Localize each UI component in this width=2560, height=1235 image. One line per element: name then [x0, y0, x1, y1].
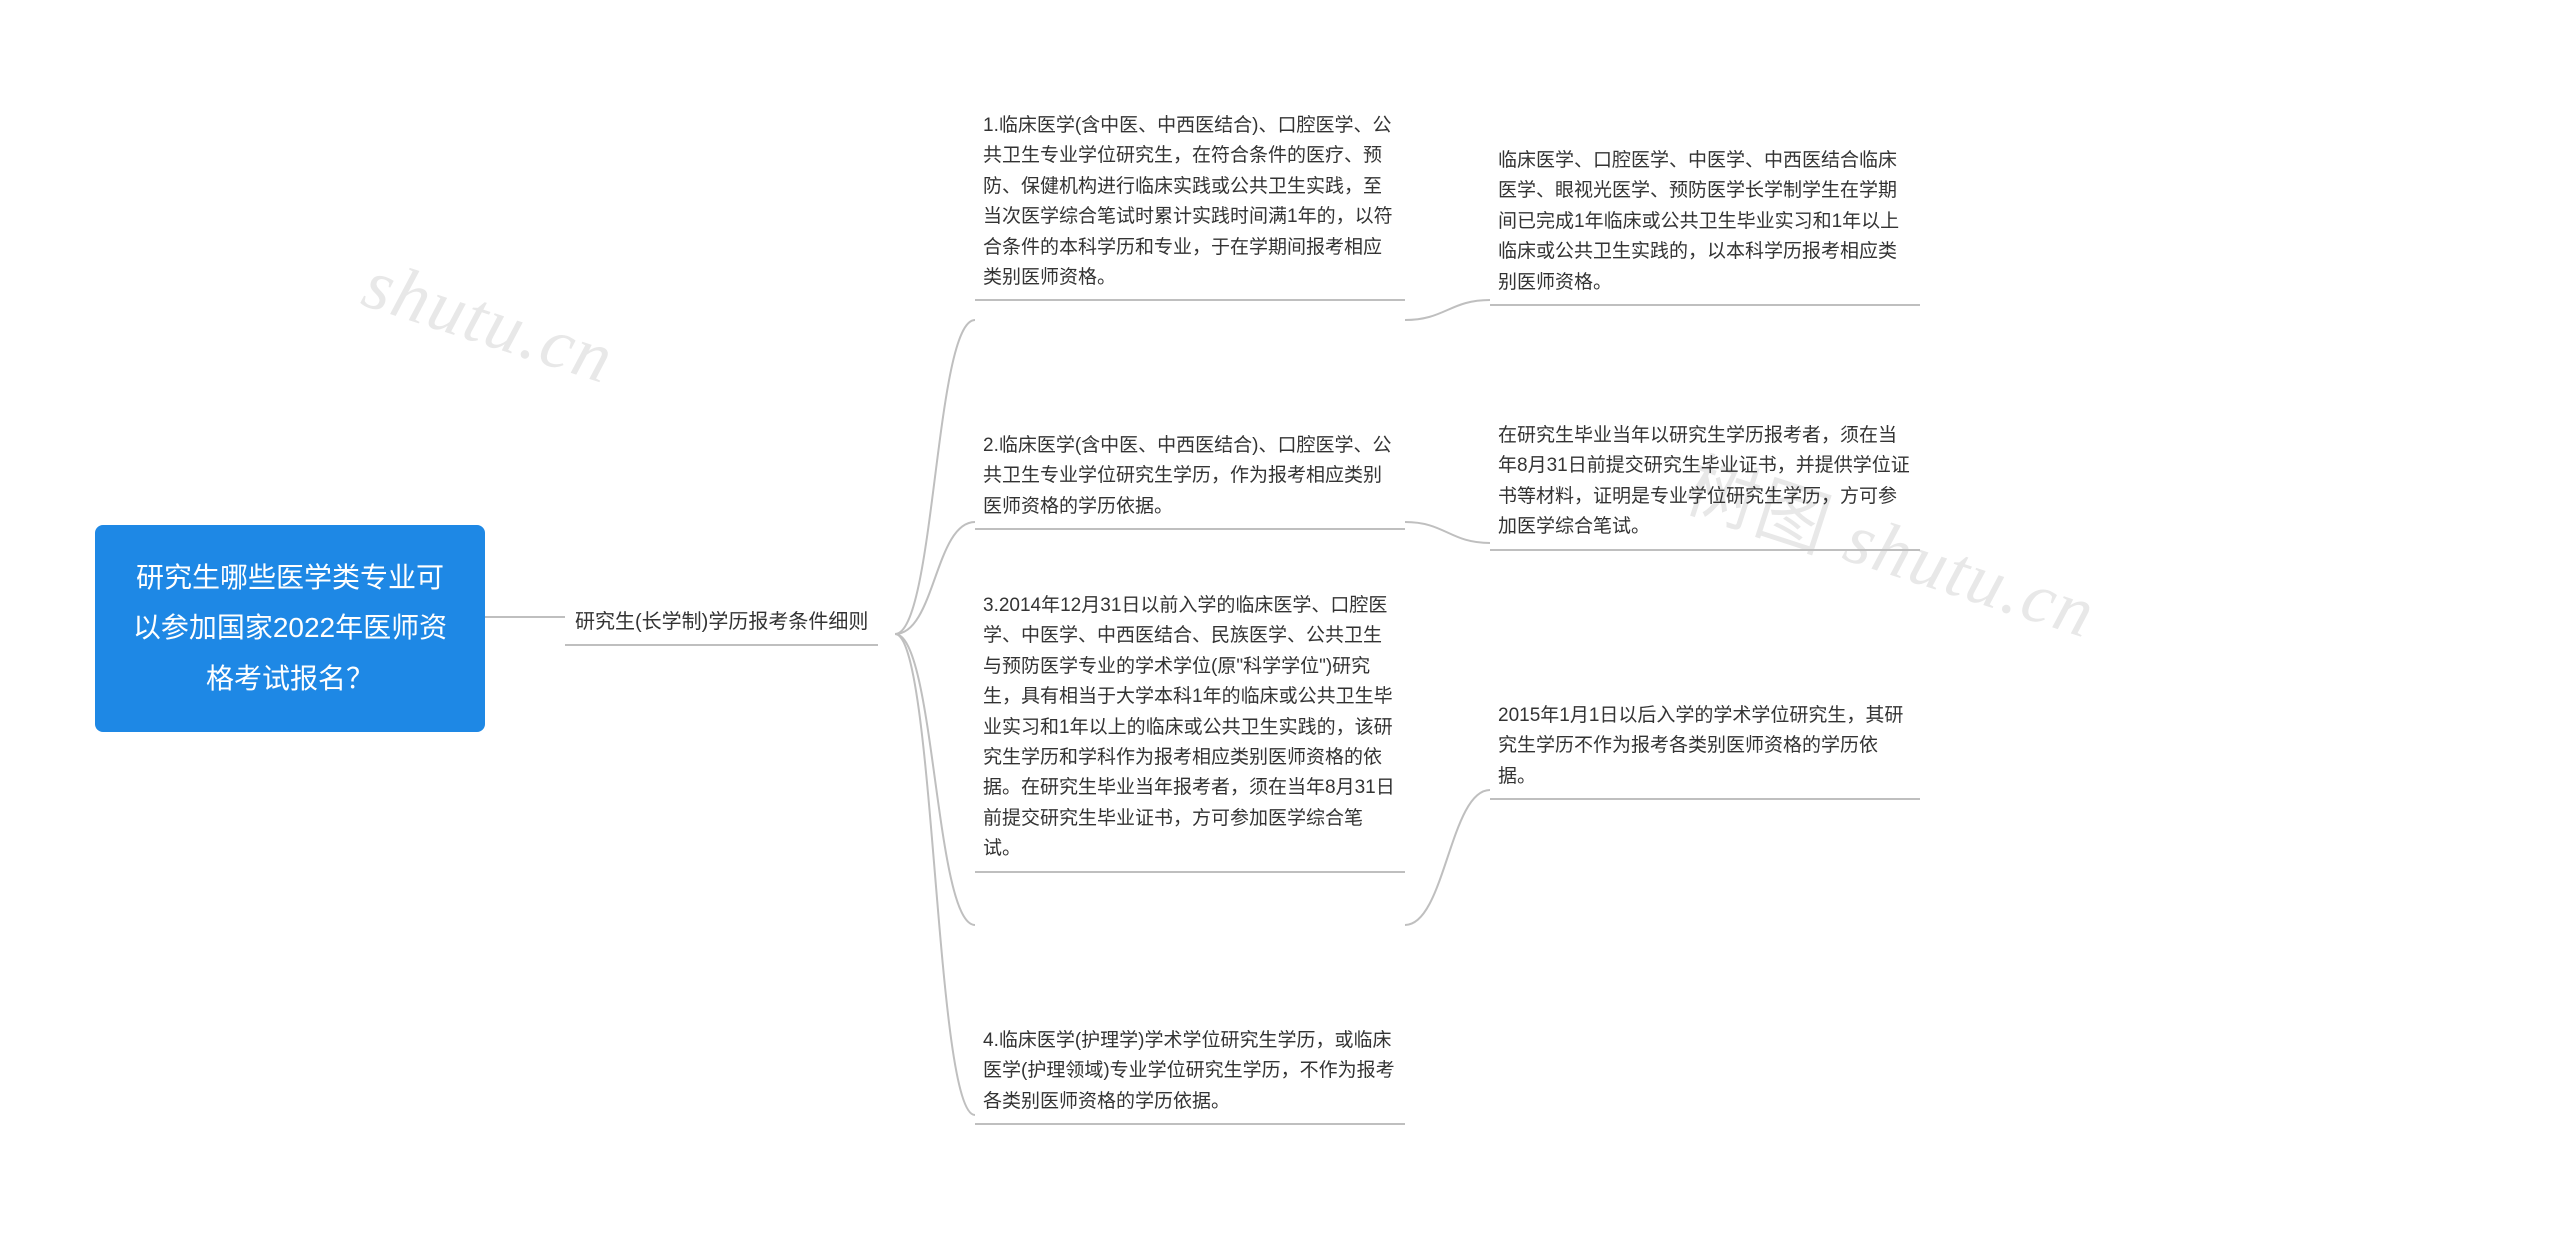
level3-node-2: 在研究生毕业当年以研究生学历报考者，须在当年8月31日前提交研究生毕业证书，并提…: [1490, 415, 1920, 551]
level3-node-3: 2015年1月1日以后入学的学术学位研究生，其研究生学历不作为报考各类别医师资格…: [1490, 695, 1920, 800]
level2-node-1: 1.临床医学(含中医、中西医结合)、口腔医学、公共卫生专业学位研究生，在符合条件…: [975, 105, 1405, 301]
level2-node-4: 4.临床医学(护理学)学术学位研究生学历，或临床医学(护理领域)专业学位研究生学…: [975, 1020, 1405, 1125]
level2-node-3: 3.2014年12月31日以前入学的临床医学、口腔医学、中医学、中西医结合、民族…: [975, 585, 1405, 873]
watermark-1: shutu.cn: [353, 242, 624, 401]
mindmap-canvas: shutu.cn 树图 shutu.cn 研究生哪些医学类专业可以参加国家202…: [0, 0, 2560, 1235]
level1-node: 研究生(长学制)学历报考条件细则: [565, 600, 878, 646]
level3-node-1: 临床医学、口腔医学、中医学、中西医结合临床医学、眼视光医学、预防医学长学制学生在…: [1490, 140, 1920, 306]
root-node: 研究生哪些医学类专业可以参加国家2022年医师资格考试报名？: [95, 525, 485, 732]
level2-node-2: 2.临床医学(含中医、中西医结合)、口腔医学、公共卫生专业学位研究生学历，作为报…: [975, 425, 1405, 530]
